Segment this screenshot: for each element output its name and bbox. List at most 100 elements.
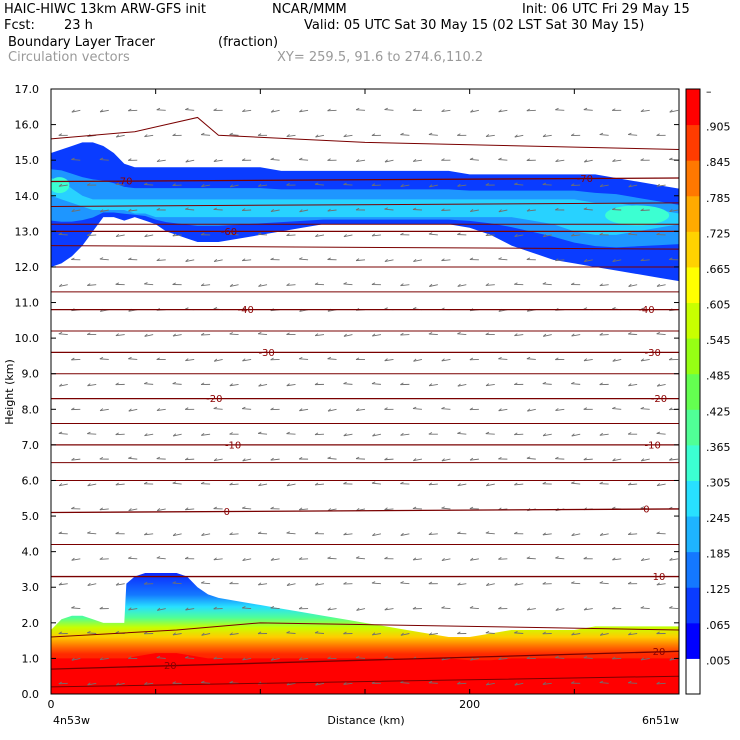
- circulation-vector: [469, 257, 479, 261]
- vector-label: Circulation vectors: [8, 50, 130, 65]
- circulation-vector: [428, 432, 438, 435]
- colorbar-label: .005: [706, 654, 731, 667]
- circulation-vector: [656, 183, 666, 187]
- circulation-vector: [428, 383, 438, 387]
- circulation-vector: [100, 209, 109, 213]
- colorbar-cell: [686, 622, 700, 659]
- circulation-vector: [640, 358, 650, 362]
- circulation-vector: [526, 158, 536, 161]
- circulation-vector: [58, 283, 68, 287]
- circulation-vector: [172, 233, 182, 237]
- circulation-vector: [128, 208, 138, 212]
- isotherm-label: -70: [577, 174, 593, 185]
- circulation-vector: [71, 257, 81, 261]
- y-tick-label: 6.0: [22, 474, 40, 487]
- colorbar-cell: [686, 516, 700, 553]
- circulation-vector: [143, 481, 154, 485]
- circulation-vector: [371, 282, 381, 286]
- circulation-vector: [286, 431, 296, 435]
- circulation-vector: [200, 283, 211, 287]
- circulation-vector: [156, 408, 166, 412]
- circulation-vector: [144, 532, 154, 536]
- circulation-vector: [87, 582, 97, 586]
- circulation-vector: [371, 133, 381, 137]
- boundary-layer-core: [51, 653, 679, 694]
- circulation-vector: [570, 183, 581, 186]
- circulation-vector: [327, 108, 337, 112]
- circulation-vector: [400, 283, 410, 287]
- circulation-vector: [242, 358, 252, 362]
- circulation-vector: [87, 332, 97, 336]
- circulation-vector: [343, 282, 353, 286]
- circulation-vector: [286, 283, 296, 286]
- circulation-vector: [441, 557, 451, 562]
- circulation-vector: [498, 606, 508, 610]
- circulation-vector: [669, 457, 679, 461]
- circulation-vector: [355, 207, 366, 211]
- circulation-vector: [270, 109, 280, 113]
- circulation-vector: [184, 556, 195, 560]
- circulation-vector: [314, 333, 325, 337]
- circulation-vector: [669, 109, 679, 113]
- circulation-vector: [526, 456, 536, 460]
- circulation-vector: [469, 357, 479, 361]
- circulation-vector: [384, 607, 394, 611]
- circulation-vector: [213, 207, 223, 211]
- circulation-vector: [599, 382, 609, 386]
- circulation-vector: [258, 383, 268, 387]
- circulation-vector: [314, 432, 324, 436]
- circulation-vector: [213, 506, 223, 510]
- circulation-vector: [200, 382, 211, 386]
- circulation-vector: [286, 483, 296, 487]
- circulation-vector: [99, 606, 109, 610]
- circulation-vector: [156, 258, 166, 262]
- circulation-vector: [257, 531, 268, 535]
- circulation-vector: [612, 656, 622, 660]
- circulation-vector: [372, 333, 381, 337]
- circulation-vector: [526, 356, 536, 360]
- circulation-vector: [571, 632, 581, 636]
- circulation-vector: [314, 282, 324, 286]
- circulation-vector: [526, 607, 536, 611]
- circulation-vector: [314, 482, 325, 486]
- circulation-vector: [371, 481, 381, 485]
- y-tick-label: 7.0: [22, 439, 40, 452]
- circulation-vector: [286, 332, 296, 336]
- circulation-vector: [627, 680, 638, 684]
- circulation-vector: [599, 632, 609, 636]
- circulation-vector: [555, 258, 565, 262]
- circulation-vector: [343, 532, 353, 536]
- circulation-vector: [498, 456, 508, 460]
- circulation-vector: [371, 233, 381, 237]
- isotherm-label: 20: [164, 661, 177, 672]
- circulation-vector: [184, 457, 195, 461]
- y-tick-label: 2.0: [22, 617, 40, 630]
- circulation-vector: [200, 132, 211, 136]
- isotherm-label: 0: [643, 505, 649, 516]
- circulation-vector: [457, 133, 467, 136]
- circulation-vector: [172, 333, 182, 337]
- circulation-vector: [640, 208, 650, 212]
- circulation-vector: [355, 258, 366, 262]
- circulation-vector: [656, 483, 666, 487]
- circulation-vector: [412, 506, 422, 510]
- circulation-vector: [555, 107, 565, 111]
- circulation-vector: [185, 258, 195, 262]
- circulation-vector: [58, 582, 68, 586]
- circulation-vector: [498, 657, 508, 661]
- circulation-vector: [87, 682, 97, 686]
- circulation-vector: [87, 483, 97, 487]
- isotherm-label: -40: [238, 305, 254, 316]
- circulation-vector: [115, 382, 125, 386]
- circulation-vector: [384, 207, 394, 211]
- circulation-vector: [185, 507, 195, 511]
- circulation-vector: [640, 606, 650, 610]
- circulation-vector: [527, 408, 536, 412]
- circulation-vector: [498, 356, 508, 360]
- circulation-vector: [428, 532, 438, 535]
- circulation-vector: [200, 232, 211, 236]
- circulation-vector: [115, 482, 125, 486]
- colorbar-label: –: [706, 85, 712, 98]
- circulation-vector: [469, 457, 479, 461]
